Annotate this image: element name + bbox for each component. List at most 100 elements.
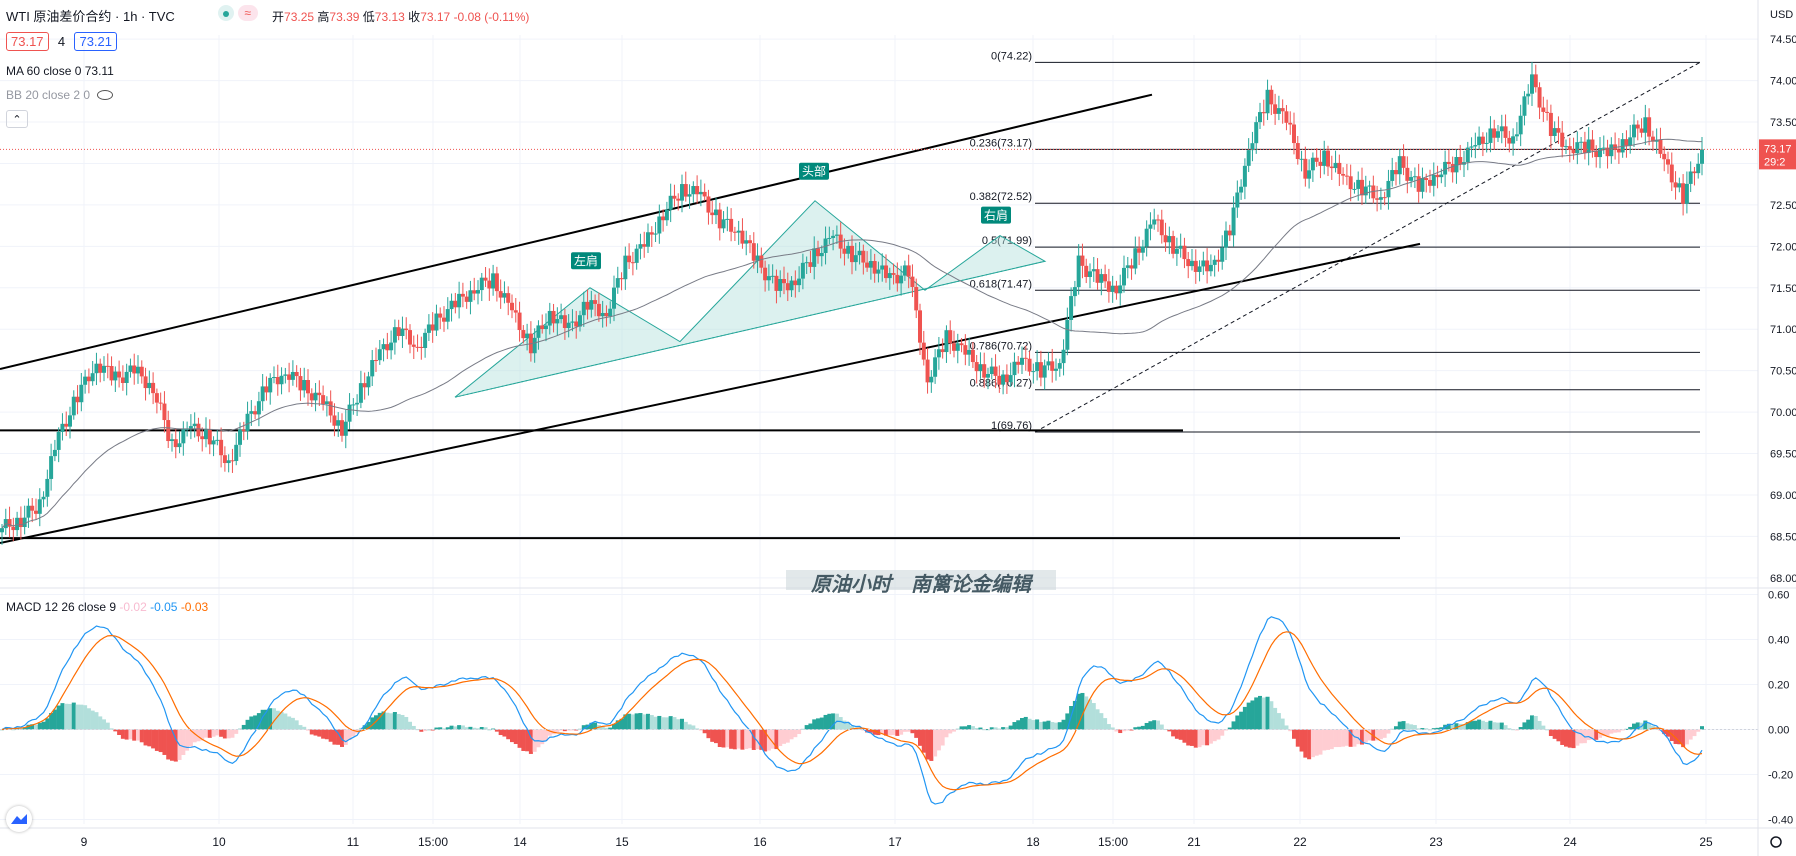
macd-histogram-bar xyxy=(1677,729,1682,745)
candle xyxy=(211,440,216,445)
macd-histogram-bar xyxy=(1496,722,1500,730)
candle xyxy=(1201,260,1206,267)
macd-histogram-bar xyxy=(226,729,231,739)
candle xyxy=(1118,285,1123,294)
candle xyxy=(200,436,205,440)
tradingview-logo[interactable] xyxy=(6,806,32,832)
candle xyxy=(313,392,318,401)
candle xyxy=(680,184,684,201)
ask-price[interactable]: 73.21 xyxy=(74,32,118,51)
macd-histogram-bar xyxy=(1397,721,1402,730)
macd-histogram-bar xyxy=(687,724,692,730)
candle xyxy=(336,420,341,426)
candle xyxy=(120,377,125,383)
gear-icon[interactable] xyxy=(1770,836,1782,848)
y-tick-label: 72.50 xyxy=(1770,200,1796,212)
candle xyxy=(1344,175,1349,177)
macd-histogram-bar xyxy=(963,726,968,730)
candle xyxy=(551,310,556,324)
macd-histogram-bar xyxy=(562,729,567,732)
bid-price[interactable]: 73.17 xyxy=(6,32,49,51)
candle xyxy=(83,376,88,385)
macd-histogram-bar xyxy=(1488,720,1493,730)
macd-histogram-bar xyxy=(789,729,794,740)
candle xyxy=(34,510,38,514)
candle xyxy=(343,421,348,436)
candle xyxy=(1579,141,1584,143)
candle xyxy=(578,315,582,327)
candle xyxy=(642,244,647,247)
candle xyxy=(1654,139,1659,142)
macd-histogram-bar xyxy=(691,725,696,730)
macd-histogram-bar xyxy=(581,725,586,730)
candle xyxy=(1492,128,1497,138)
macd-histogram-bar xyxy=(544,729,548,741)
candle xyxy=(389,342,394,351)
fib-retracement[interactable]: 0(74.22) 0.236(73.17) 0.382(72.52) 0.5(71.9… xyxy=(970,50,1701,433)
candle xyxy=(562,315,567,329)
candle xyxy=(483,277,488,281)
macd-histogram-bar xyxy=(646,713,650,730)
candle xyxy=(494,273,499,292)
bid-ask[interactable]: 73.17 4 73.21 xyxy=(6,32,118,51)
candle xyxy=(1001,374,1006,385)
macd-histogram-bar xyxy=(1579,729,1584,744)
macd-histogram-bar xyxy=(170,729,174,761)
candle xyxy=(1473,145,1478,147)
candle xyxy=(1054,368,1058,371)
macd-histogram-bar xyxy=(192,729,197,743)
candle xyxy=(49,456,54,479)
candle xyxy=(1314,157,1319,162)
macd-histogram-bar xyxy=(272,708,276,730)
candle xyxy=(1650,136,1655,142)
macd-histogram-bar xyxy=(1329,729,1334,750)
candle xyxy=(1609,144,1614,157)
candle xyxy=(1465,147,1470,163)
symbol-title[interactable]: WTI 原油差价合约 · 1h · TVC xyxy=(6,6,175,25)
candle xyxy=(891,273,896,275)
candle xyxy=(181,428,186,444)
ma-legend[interactable]: MA 60 close 0 73.11 xyxy=(6,64,114,78)
candle xyxy=(778,279,783,291)
candle xyxy=(1412,176,1417,178)
macd-histogram-bar xyxy=(37,722,42,730)
visibility-toggle[interactable]: ≈ xyxy=(218,5,258,21)
macd-histogram-bar xyxy=(362,725,367,730)
candle xyxy=(290,371,295,380)
candle xyxy=(967,349,972,355)
candle xyxy=(453,300,458,308)
macd-histogram-bar xyxy=(1072,700,1077,730)
bb-legend[interactable]: BB 20 close 2 0 xyxy=(6,88,114,102)
macd-histogram-bar xyxy=(1375,729,1380,741)
macd-histogram-bar xyxy=(1239,711,1244,730)
candle xyxy=(740,230,745,244)
candle xyxy=(1458,157,1463,165)
eye-hidden-icon[interactable] xyxy=(97,90,114,100)
candle xyxy=(358,383,363,403)
candle xyxy=(785,283,790,291)
macd-y-tick-label: -0.20 xyxy=(1768,770,1793,782)
macd-histogram-bar xyxy=(185,729,190,751)
macd-histogram-bar xyxy=(1012,722,1017,730)
macd-histogram-bar xyxy=(1050,722,1055,730)
candle xyxy=(151,382,156,394)
macd-legend[interactable]: MACD 12 26 close 9 -0.02 -0.05 -0.03 xyxy=(6,600,209,614)
candle xyxy=(763,267,768,281)
candle xyxy=(649,232,654,235)
candle xyxy=(646,232,650,247)
candle xyxy=(1341,173,1346,176)
macd-histogram-bar xyxy=(872,729,877,735)
head-shoulders-pattern[interactable] xyxy=(454,200,1047,398)
candle xyxy=(1446,161,1451,165)
candle xyxy=(872,261,877,274)
candle xyxy=(37,499,42,514)
macd-histogram-bar xyxy=(1303,729,1308,758)
candle xyxy=(525,333,530,339)
candle xyxy=(279,375,284,385)
macd-histogram-bar xyxy=(162,729,167,755)
candle xyxy=(1564,146,1568,148)
macd-histogram-bar xyxy=(657,715,662,730)
candle xyxy=(1469,146,1474,148)
collapse-legend-button[interactable]: ⌃ xyxy=(6,110,28,128)
